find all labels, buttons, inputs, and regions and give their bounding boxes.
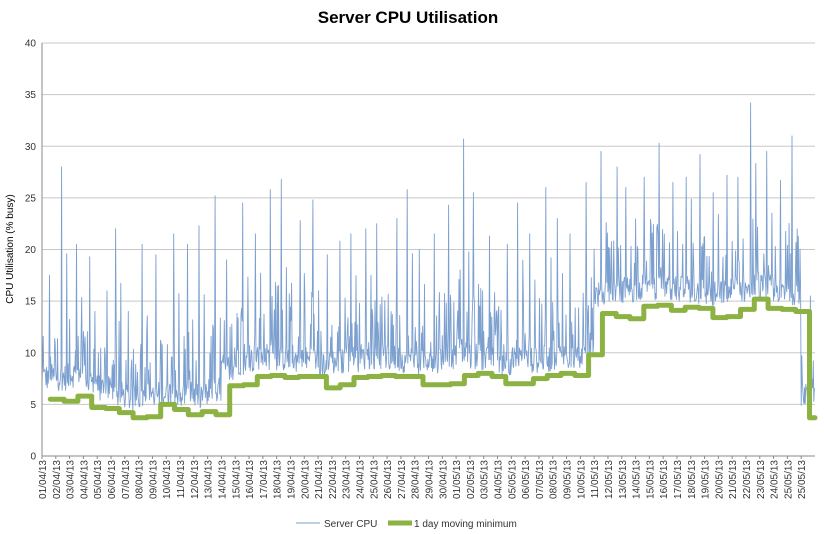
x-tick-label: 04/05/13: [494, 460, 505, 499]
x-tick-label: 10/04/13: [162, 460, 173, 499]
x-tick-label: 12/05/13: [604, 460, 615, 499]
x-tick-label: 24/04/13: [355, 460, 366, 499]
x-tick-label: 25/05/13: [797, 460, 808, 499]
x-tick-label: 01/04/13: [38, 460, 49, 499]
x-tick-label: 01/05/13: [452, 460, 463, 499]
chart-title: Server CPU Utilisation: [318, 8, 498, 27]
y-tick-label: 20: [25, 245, 37, 256]
x-tick-label: 02/04/13: [52, 460, 63, 499]
y-tick-label: 0: [30, 452, 36, 463]
x-tick-label: 19/05/13: [701, 460, 712, 499]
x-axis-ticks: 01/04/13 02/04/13 03/04/13 04/04/13 05/04/13…: [38, 456, 808, 499]
y-tick-label: 15: [25, 297, 37, 308]
x-tick-label: 17/05/13: [673, 460, 684, 499]
x-tick-label: 26/04/13: [383, 460, 394, 499]
legend: Server CPU 1 day moving minimum: [296, 519, 517, 530]
x-tick-label: 10/05/13: [576, 460, 587, 499]
y-axis-ticks: 0 5 10 15 20 25 30 35 40: [25, 39, 37, 463]
x-tick-label: 20/04/13: [300, 460, 311, 499]
x-tick-label: 06/05/13: [521, 460, 532, 499]
x-tick-label: 16/04/13: [245, 460, 256, 499]
x-tick-label: 25/04/13: [369, 460, 380, 499]
x-tick-label: 08/04/13: [135, 460, 146, 499]
x-tick-label: 08/05/13: [549, 460, 560, 499]
x-tick-label: 11/05/13: [590, 460, 601, 499]
plot-area: [41, 102, 818, 421]
y-tick-label: 5: [30, 400, 36, 411]
y-axis-label: CPU Utilisation (% busy): [5, 194, 16, 303]
series-line-moving-minimum: [47, 296, 818, 421]
x-tick-label: 14/04/13: [217, 460, 228, 499]
x-tick-label: 15/04/13: [231, 460, 242, 499]
x-tick-label: 30/04/13: [438, 460, 449, 499]
x-tick-label: 15/05/13: [645, 460, 656, 499]
x-tick-label: 20/05/13: [714, 460, 725, 499]
x-tick-label: 16/05/13: [659, 460, 670, 499]
legend-label-server-cpu: Server CPU: [324, 519, 377, 530]
x-tick-label: 09/05/13: [563, 460, 574, 499]
legend-label-moving-minimum: 1 day moving minimum: [414, 519, 517, 530]
x-tick-label: 23/04/13: [342, 460, 353, 499]
x-tick-label: 13/05/13: [618, 460, 629, 499]
series-line-server-cpu: [41, 102, 815, 411]
x-tick-label: 22/04/13: [328, 460, 339, 499]
x-tick-label: 13/04/13: [204, 460, 215, 499]
x-tick-label: 28/04/13: [411, 460, 422, 499]
x-tick-label: 09/04/13: [148, 460, 159, 499]
x-tick-label: 18/04/13: [273, 460, 284, 499]
x-tick-label: 05/04/13: [93, 460, 104, 499]
x-tick-label: 22/05/13: [742, 460, 753, 499]
x-tick-label: 03/04/13: [66, 460, 77, 499]
x-tick-label: 25/05/13: [783, 460, 794, 499]
y-tick-label: 35: [25, 90, 37, 101]
x-tick-label: 07/04/13: [121, 460, 132, 499]
y-tick-label: 10: [25, 348, 37, 359]
x-tick-label: 05/05/13: [507, 460, 518, 499]
y-tick-label: 30: [25, 142, 37, 153]
y-tick-label: 25: [25, 193, 37, 204]
x-tick-label: 03/05/13: [480, 460, 491, 499]
x-tick-label: 14/05/13: [632, 460, 643, 499]
y-tick-label: 40: [25, 39, 37, 50]
x-tick-label: 04/04/13: [79, 460, 90, 499]
x-tick-label: 23/05/13: [756, 460, 767, 499]
x-tick-label: 17/04/13: [259, 460, 270, 499]
x-tick-label: 12/04/13: [190, 460, 201, 499]
x-tick-label: 27/04/13: [397, 460, 408, 499]
x-tick-label: 02/05/13: [466, 460, 477, 499]
x-tick-label: 21/05/13: [728, 460, 739, 499]
x-tick-label: 06/04/13: [107, 460, 118, 499]
x-tick-label: 11/04/13: [176, 460, 187, 499]
x-tick-label: 24/05/13: [770, 460, 781, 499]
x-tick-label: 29/04/13: [425, 460, 436, 499]
x-tick-label: 07/05/13: [535, 460, 546, 499]
x-tick-label: 18/05/13: [687, 460, 698, 499]
x-tick-label: 21/04/13: [314, 460, 325, 499]
x-tick-label: 19/04/13: [286, 460, 297, 499]
